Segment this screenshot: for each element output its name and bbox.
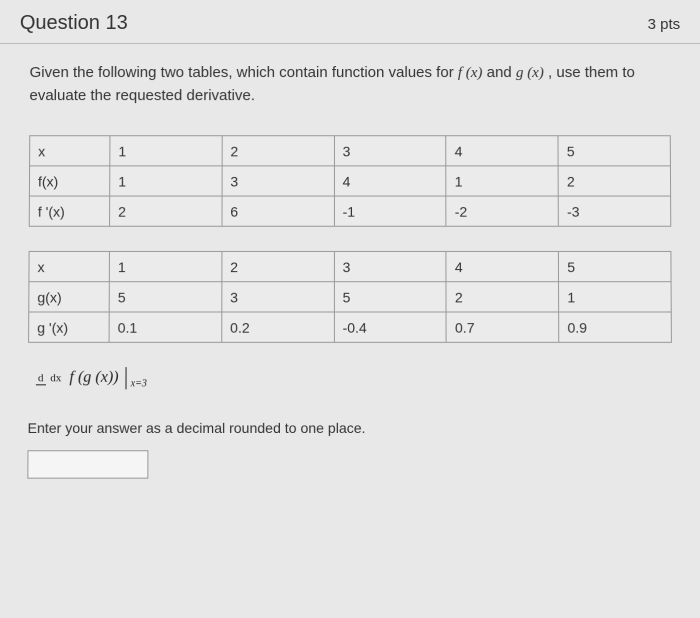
table-cell: 5 <box>559 251 671 281</box>
table-cell: 3 <box>222 166 334 196</box>
table-row: x 1 2 3 4 5 <box>30 136 671 166</box>
table-cell: 1 <box>110 166 222 196</box>
question-prompt: Given the following two tables, which co… <box>29 62 670 107</box>
table-cell: 2 <box>222 251 334 281</box>
table-cell: 6 <box>222 196 334 226</box>
table-cell: -2 <box>446 196 558 226</box>
table-cell: 3 <box>334 251 446 281</box>
table-cell: 5 <box>558 136 670 166</box>
table-cell: 5 <box>334 282 446 312</box>
answer-input[interactable] <box>27 450 148 478</box>
table-cell: x <box>30 136 110 166</box>
table-cell: 0.2 <box>222 312 334 342</box>
question-points: 3 pts <box>648 16 681 33</box>
table-cell: g(x) <box>29 282 110 312</box>
prompt-gx: g (x) <box>516 65 544 81</box>
prompt-text-1: Given the following two tables, which co… <box>30 64 458 81</box>
table-cell: 3 <box>222 282 334 312</box>
prompt-and: and <box>487 64 516 81</box>
table-cell: f(x) <box>29 166 109 196</box>
eval-bar-icon <box>126 367 127 389</box>
table-f: x 1 2 3 4 5 f(x) 1 3 4 1 2 f '(x) 2 6 -1… <box>29 135 672 227</box>
table-cell: 4 <box>446 251 558 281</box>
table-row: g(x) 5 3 5 2 1 <box>29 282 671 312</box>
question-title: Question 13 <box>20 12 128 35</box>
table-cell: 2 <box>222 136 334 166</box>
table-g: x 1 2 3 4 5 g(x) 5 3 5 2 1 g '(x) 0.1 0.… <box>28 251 672 343</box>
table-row: g '(x) 0.1 0.2 -0.4 0.7 0.9 <box>29 312 672 342</box>
table-cell: 4 <box>334 166 446 196</box>
frac-numerator: d <box>36 372 46 385</box>
table-cell: 1 <box>110 136 222 166</box>
table-cell: 0.7 <box>446 312 559 342</box>
question-header: Question 13 3 pts <box>0 0 700 44</box>
table-cell: -3 <box>558 196 670 226</box>
table-cell: 5 <box>109 282 221 312</box>
table-cell: 2 <box>110 196 222 226</box>
table-cell: -0.4 <box>334 312 446 342</box>
table-row: f(x) 1 3 4 1 2 <box>29 166 670 196</box>
table-cell: -1 <box>334 196 446 226</box>
fraction-icon: d dx <box>36 373 63 384</box>
table-cell: 3 <box>334 136 446 166</box>
table-cell: 2 <box>558 166 670 196</box>
derivative-formula: d dx f (g (x)) x=3 <box>36 367 672 389</box>
table-cell: 1 <box>446 166 558 196</box>
table-row: x 1 2 3 4 5 <box>29 251 671 281</box>
prompt-fx: f (x) <box>458 65 483 81</box>
table-cell: 0.1 <box>109 312 222 342</box>
table-cell: 2 <box>446 282 558 312</box>
formula-function: f (g (x)) <box>69 369 118 386</box>
table-cell: 1 <box>109 251 221 281</box>
table-cell: 4 <box>446 136 558 166</box>
table-cell: 0.9 <box>559 312 672 342</box>
frac-denominator: dx <box>48 372 63 384</box>
table-cell: f '(x) <box>29 196 109 226</box>
table-cell: x <box>29 251 110 281</box>
table-cell: g '(x) <box>29 312 110 342</box>
answer-instruction: Enter your answer as a decimal rounded t… <box>28 420 673 436</box>
question-page: Question 13 3 pts Given the following tw… <box>0 0 700 618</box>
table-row: f '(x) 2 6 -1 -2 -3 <box>29 196 671 226</box>
question-content: Given the following two tables, which co… <box>0 44 700 499</box>
table-cell: 1 <box>559 282 672 312</box>
formula-eval: x=3 <box>131 378 147 389</box>
